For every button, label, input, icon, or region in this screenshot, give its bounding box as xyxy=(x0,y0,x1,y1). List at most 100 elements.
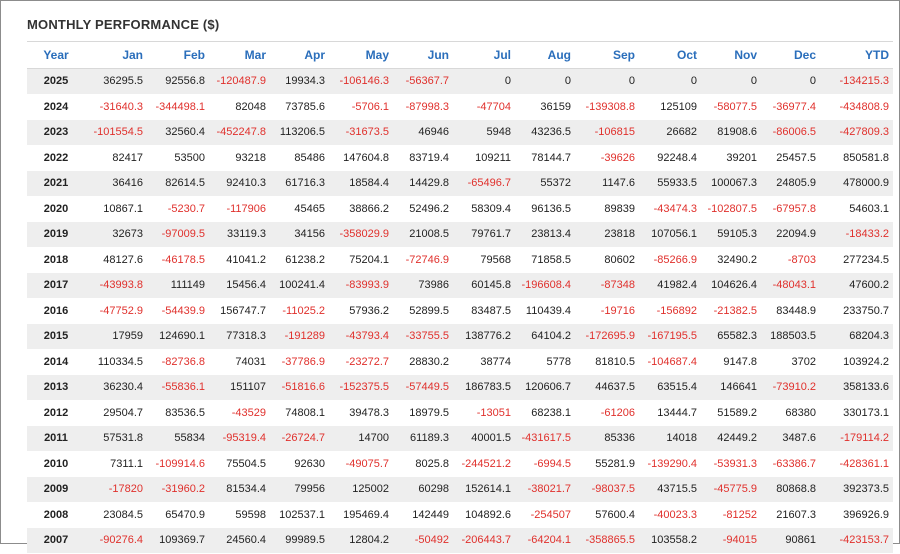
value-cell-jul: -13051 xyxy=(453,400,515,426)
column-header-year: Year xyxy=(27,41,85,69)
performance-table-wrapper: Year Jan Feb Mar Apr May Jun Jul Aug Sep Oct Nov Dec… xyxy=(27,41,893,554)
value-cell-nov: 51589.2 xyxy=(701,400,761,426)
value-cell-jan: -17820 xyxy=(85,476,147,503)
column-header-ytd: YTD xyxy=(820,41,893,69)
value-cell-feb: -82736.8 xyxy=(147,349,209,375)
value-cell-aug: 71858.5 xyxy=(515,247,575,273)
value-cell-mar: 156747.7 xyxy=(209,298,270,324)
value-cell-apr: -11025.2 xyxy=(270,298,329,324)
value-cell-mar: 24560.4 xyxy=(209,527,270,554)
value-cell-aug: 5778 xyxy=(515,349,575,375)
column-header-apr: Apr xyxy=(270,41,329,69)
table-row: 2021 36416 82614.5 92410.3 61716.3 18584.4 144… xyxy=(27,170,893,197)
value-cell-ytd: -428361.1 xyxy=(820,451,893,477)
value-cell-jul: 40001.5 xyxy=(453,425,515,452)
table-row: 2024 -31640.3 -344498.1 82048 73785.6 -5706.1… xyxy=(27,94,893,120)
value-cell-dec: -67957.8 xyxy=(761,196,820,222)
value-cell-feb: 111149 xyxy=(147,272,209,299)
table-row: 2014 110334.5 -82736.8 74031 -37786.9 -23272.… xyxy=(27,349,893,375)
year-cell: 2009 xyxy=(27,476,85,503)
value-cell-feb: 32560.4 xyxy=(147,119,209,146)
value-cell-jan: -90276.4 xyxy=(85,527,147,554)
value-cell-feb: 53500 xyxy=(147,145,209,171)
value-cell-jun: 142449 xyxy=(393,502,453,528)
value-cell-sep: -139308.8 xyxy=(575,94,639,120)
value-cell-ytd: 54603.1 xyxy=(820,196,893,222)
value-cell-sep: -98037.5 xyxy=(575,476,639,503)
value-cell-ytd: 396926.9 xyxy=(820,502,893,528)
value-cell-feb: 65470.9 xyxy=(147,502,209,528)
value-cell-jul: 138776.2 xyxy=(453,323,515,350)
column-header-may: May xyxy=(329,41,393,69)
value-cell-aug: 68238.1 xyxy=(515,400,575,426)
value-cell-oct: -40023.3 xyxy=(639,502,701,528)
value-cell-jun: 8025.8 xyxy=(393,451,453,477)
value-cell-feb: 92556.8 xyxy=(147,68,209,95)
value-cell-jun: -50492 xyxy=(393,527,453,554)
value-cell-apr: -51816.6 xyxy=(270,374,329,401)
value-cell-may: -23272.7 xyxy=(329,349,393,375)
value-cell-dec: 0 xyxy=(761,68,820,95)
value-cell-jul: 186783.5 xyxy=(453,374,515,401)
value-cell-jul: 104892.6 xyxy=(453,502,515,528)
value-cell-mar: 41041.2 xyxy=(209,247,270,273)
table-row: 2022 82417 53500 93218 85486 147604.8 83719.4 1… xyxy=(27,145,893,171)
value-cell-oct: 26682 xyxy=(639,119,701,146)
column-header-nov: Nov xyxy=(701,41,761,69)
value-cell-sep: 1147.6 xyxy=(575,170,639,197)
year-cell: 2016 xyxy=(27,298,85,324)
value-cell-dec: 3487.6 xyxy=(761,425,820,452)
value-cell-apr: -37786.9 xyxy=(270,349,329,375)
column-header-mar: Mar xyxy=(209,41,270,69)
value-cell-oct: 103558.2 xyxy=(639,527,701,554)
year-cell: 2023 xyxy=(27,119,85,146)
value-cell-oct: 125109 xyxy=(639,94,701,120)
value-cell-jul: -244521.2 xyxy=(453,451,515,477)
value-cell-dec: 3702 xyxy=(761,349,820,375)
value-cell-oct: -85266.9 xyxy=(639,247,701,273)
year-cell: 2022 xyxy=(27,145,85,171)
value-cell-may: 18584.4 xyxy=(329,170,393,197)
value-cell-nov: -94015 xyxy=(701,527,761,554)
year-cell: 2024 xyxy=(27,94,85,120)
value-cell-nov: 39201 xyxy=(701,145,761,171)
value-cell-dec: 188503.5 xyxy=(761,323,820,350)
value-cell-may: 57936.2 xyxy=(329,298,393,324)
value-cell-feb: -55836.1 xyxy=(147,374,209,401)
value-cell-oct: -139290.4 xyxy=(639,451,701,477)
value-cell-ytd: 68204.3 xyxy=(820,323,893,350)
value-cell-mar: 75504.5 xyxy=(209,451,270,477)
value-cell-nov: -102807.5 xyxy=(701,196,761,222)
value-cell-aug: 23813.4 xyxy=(515,221,575,248)
value-cell-jun: 28830.2 xyxy=(393,349,453,375)
value-cell-jun: 18979.5 xyxy=(393,400,453,426)
value-cell-apr: 73785.6 xyxy=(270,94,329,120)
value-cell-apr: 74808.1 xyxy=(270,400,329,426)
value-cell-jan: 36416 xyxy=(85,170,147,197)
value-cell-apr: 102537.1 xyxy=(270,502,329,528)
value-cell-aug: -431617.5 xyxy=(515,425,575,452)
value-cell-mar: 82048 xyxy=(209,94,270,120)
value-cell-dec: 83448.9 xyxy=(761,298,820,324)
value-cell-ytd: -179114.2 xyxy=(820,425,893,452)
value-cell-jul: 5948 xyxy=(453,119,515,146)
value-cell-may: -152375.5 xyxy=(329,374,393,401)
value-cell-jun: 83719.4 xyxy=(393,145,453,171)
value-cell-aug: -64204.1 xyxy=(515,527,575,554)
year-cell: 2025 xyxy=(27,68,85,95)
value-cell-may: 38866.2 xyxy=(329,196,393,222)
value-cell-jan: -101554.5 xyxy=(85,119,147,146)
table-row: 2011 57531.8 55834 -95319.4 -26724.7 14700 611… xyxy=(27,425,893,452)
value-cell-jun: 73986 xyxy=(393,272,453,299)
value-cell-mar: 33119.3 xyxy=(209,221,270,248)
value-cell-jun: 46946 xyxy=(393,119,453,146)
value-cell-aug: -38021.7 xyxy=(515,476,575,503)
value-cell-nov: 100067.3 xyxy=(701,170,761,197)
value-cell-mar: 15456.4 xyxy=(209,272,270,299)
value-cell-jan: 10867.1 xyxy=(85,196,147,222)
value-cell-aug: 96136.5 xyxy=(515,196,575,222)
value-cell-sep: -358865.5 xyxy=(575,527,639,554)
value-cell-nov: -58077.5 xyxy=(701,94,761,120)
value-cell-may: -83993.9 xyxy=(329,272,393,299)
